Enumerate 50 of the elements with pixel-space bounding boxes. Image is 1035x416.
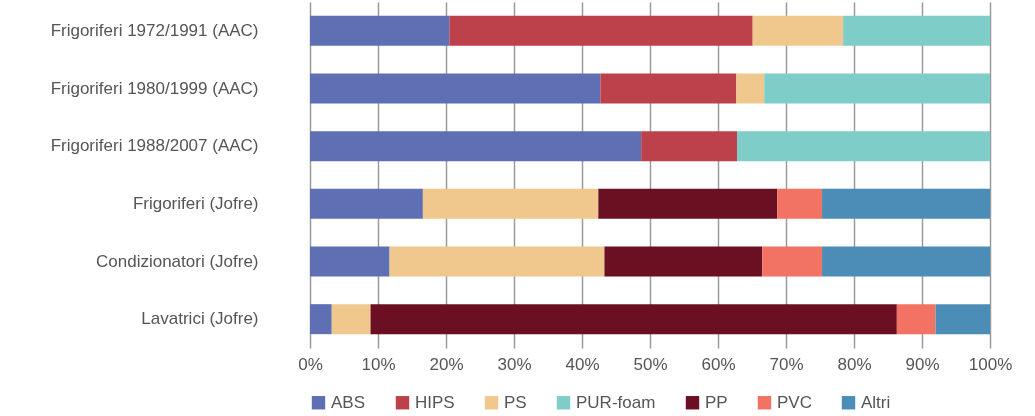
bar: [370, 304, 897, 335]
x-tick-label: 30%: [497, 354, 532, 374]
bar: [641, 131, 738, 162]
bar: [422, 188, 599, 219]
bar: [389, 246, 605, 277]
bar: [822, 188, 990, 219]
x-tick-label: 100%: [968, 354, 1013, 374]
bar: [764, 73, 990, 104]
x-tick-label: 20%: [429, 354, 464, 374]
x-tick-label: 80%: [837, 354, 872, 374]
bar: [310, 246, 390, 277]
legend-label: HIPS: [415, 392, 455, 412]
bar: [843, 15, 990, 46]
x-tick-label: 60%: [701, 354, 736, 374]
bar: [896, 304, 936, 335]
bar: [310, 73, 601, 104]
x-tick-label: 40%: [565, 354, 600, 374]
bar: [736, 73, 765, 104]
legend-label: PS: [504, 392, 527, 412]
y-tick-label: Frigoriferi 1980/1999 (AAC): [50, 78, 259, 98]
y-tick-label: Frigoriferi (Jofre): [132, 193, 259, 213]
bar: [737, 131, 990, 162]
bar: [777, 188, 823, 219]
bar: [310, 304, 332, 335]
legend-label: PP: [705, 392, 728, 412]
x-tick-label: 10%: [361, 354, 396, 374]
bar: [752, 15, 844, 46]
legend-label: Altri: [861, 392, 891, 412]
x-tick-label: 90%: [905, 354, 940, 374]
legend-label: PUR-foam: [576, 392, 656, 412]
legend-label: PVC: [777, 392, 812, 412]
bar: [604, 246, 763, 277]
x-tick-label: 0%: [298, 354, 323, 374]
x-tick-label: 50%: [633, 354, 668, 374]
y-tick-label: Lavatrici (Jofre): [141, 309, 259, 329]
bar: [331, 304, 371, 335]
legend-label: ABS: [331, 392, 366, 412]
bar: [822, 246, 990, 277]
bar: [762, 246, 823, 277]
y-tick-label: Condizionatori (Jofre): [95, 251, 259, 271]
bar: [310, 131, 642, 162]
y-tick-label: Frigoriferi 1972/1991 (AAC): [50, 20, 259, 40]
bar: [598, 188, 778, 219]
bar: [935, 304, 990, 335]
y-tick-label: Frigoriferi 1988/2007 (AAC): [50, 136, 259, 156]
x-tick-label: 70%: [769, 354, 804, 374]
bar: [310, 15, 450, 46]
bar: [310, 188, 423, 219]
bar: [449, 15, 753, 46]
bar: [600, 73, 737, 104]
